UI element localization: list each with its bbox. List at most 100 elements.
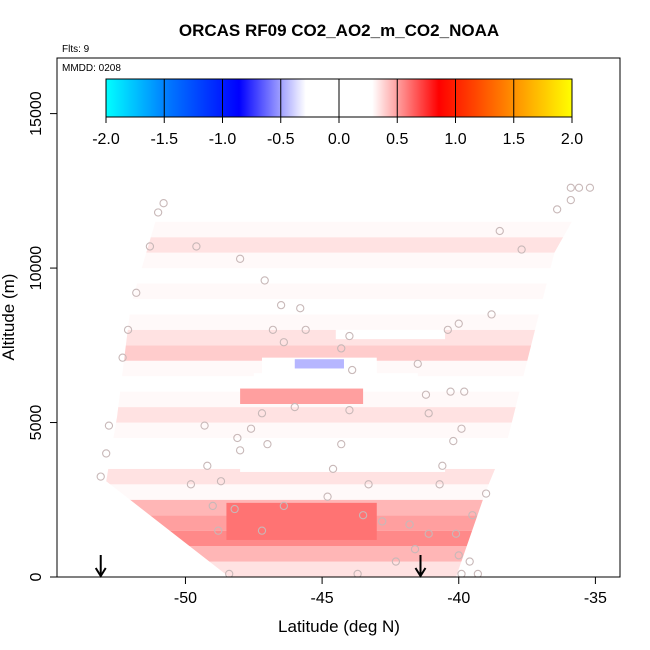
heatmap-band (106, 221, 593, 238)
flight-point (353, 569, 362, 577)
arrow-marker-head (94, 567, 107, 578)
flight-point (279, 501, 288, 511)
flight-point (102, 449, 111, 458)
flight-point (263, 440, 272, 449)
flight-point (337, 344, 346, 353)
flight-point (454, 551, 463, 560)
flight-point (574, 183, 584, 192)
flight-point (585, 183, 595, 192)
flight-point (118, 353, 127, 362)
flight-point (566, 195, 575, 205)
flight-point (192, 242, 201, 251)
flight-point (323, 492, 332, 501)
colorbar-tick-label: 1.5 (503, 131, 525, 148)
flights-label: Flts: 9 (62, 44, 90, 55)
flight-point (410, 545, 420, 554)
colorbar-tick-label: -0.5 (267, 131, 295, 148)
flight-point (364, 480, 373, 489)
flight-point (132, 288, 141, 297)
arrow-marker-head (414, 567, 427, 578)
x-tick-label: -45 (311, 590, 334, 607)
flight-point (290, 402, 299, 412)
x-tick-label: -40 (447, 590, 470, 607)
flight-point (235, 254, 245, 263)
flight-point (443, 325, 452, 335)
flight-point (214, 526, 223, 535)
flight-point (296, 304, 305, 313)
flight-point (438, 461, 447, 470)
flight-point (391, 557, 401, 566)
flight-point (216, 477, 226, 486)
flight-point (449, 436, 458, 446)
plot-frame (56, 57, 621, 578)
heatmap-band (106, 283, 593, 299)
heatmap-patch (335, 329, 446, 340)
flight-point (446, 387, 455, 396)
flight-point (517, 245, 526, 254)
heatmap-band (106, 437, 593, 454)
heatmap-band (106, 206, 593, 222)
flight-point (460, 387, 469, 396)
heatmap-band (106, 268, 593, 284)
flight-point (200, 421, 209, 430)
flight-point (337, 440, 346, 449)
colorbar-tick-label: 0.5 (386, 131, 408, 148)
colorbar-tick-label: 0.0 (328, 131, 350, 148)
flight-point (145, 242, 155, 251)
flight-point (566, 183, 575, 192)
flight-point (451, 529, 461, 538)
flight-point (424, 529, 433, 538)
heatmap-band (106, 345, 593, 361)
heatmap-band (106, 314, 593, 330)
heatmap-patch (294, 359, 344, 369)
flight-point (465, 557, 474, 566)
heatmap-band (106, 484, 593, 500)
colorbar-tick-label: 2.0 (561, 131, 583, 148)
flight-point (159, 199, 168, 208)
flight-point (405, 520, 414, 529)
flight-point (225, 569, 234, 577)
heatmap-patch (226, 502, 377, 540)
flight-point (481, 489, 491, 498)
x-axis-label: Latitude (deg N) (278, 617, 400, 636)
flight-point (421, 390, 431, 399)
flight-point (345, 406, 354, 415)
heatmap-band (106, 376, 593, 392)
flight-point (457, 424, 466, 433)
heatmap-patch (253, 373, 418, 383)
flight-point (301, 325, 310, 335)
flight-point (457, 569, 466, 577)
colorbar-tick-label: -2.0 (92, 131, 120, 148)
y-tick-label: 0 (28, 572, 45, 581)
flight-point (230, 504, 239, 514)
flight-point (552, 205, 562, 214)
flight-point (233, 433, 242, 443)
heatmap-band (106, 468, 593, 485)
flight-point (435, 480, 444, 489)
flight-point (257, 409, 267, 418)
flight-point (473, 569, 483, 577)
y-axis-label: Altitude (m) (0, 274, 18, 361)
flight-point (487, 310, 496, 319)
flight-point (413, 359, 422, 368)
flight-point (454, 319, 463, 328)
flight-point (186, 480, 196, 489)
flight-point (153, 208, 163, 217)
flight-point (268, 325, 278, 335)
heatmap-band (106, 237, 593, 253)
flight-point (276, 300, 286, 310)
flight-point (203, 461, 212, 470)
heatmap-band (106, 422, 593, 438)
heatmap-patch (240, 388, 364, 404)
flight-point (260, 276, 269, 285)
x-tick-label: -35 (584, 590, 607, 607)
flight-point (468, 511, 477, 520)
heatmap-band (106, 298, 593, 315)
flight-point (208, 501, 217, 511)
flight-point (358, 511, 368, 520)
flight-point (235, 446, 245, 455)
y-tick-label: 10000 (28, 246, 45, 291)
date-label: MMDD: 0208 (62, 63, 121, 74)
chart-title: ORCAS RF09 CO2_AO2_m_CO2_NOAA (179, 21, 499, 40)
